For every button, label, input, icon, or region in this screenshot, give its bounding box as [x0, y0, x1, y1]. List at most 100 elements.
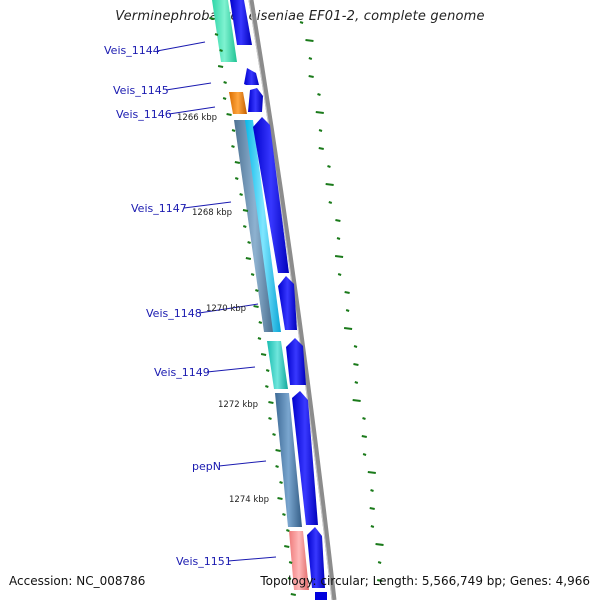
- gc-content-dash: [258, 321, 263, 324]
- gene-veis-1149-feature[interactable]: [267, 341, 288, 389]
- gene-label-veis-1148[interactable]: Veis_1148: [146, 307, 202, 320]
- gc-content-dash: [275, 465, 279, 468]
- gc-content-dash: [275, 449, 281, 452]
- gene-veis-1148-feature[interactable]: [278, 276, 297, 330]
- gc-content-dash: [242, 209, 249, 212]
- gc-content-dash: [282, 513, 286, 516]
- gene-label-veis-1149[interactable]: Veis_1149: [154, 366, 210, 379]
- gene-label-veis-1151[interactable]: Veis_1151: [176, 555, 232, 568]
- gc-skew-dash: [352, 399, 361, 402]
- tick-label-1266: 1266 kbp: [177, 113, 217, 123]
- tick-label-1274: 1274 kbp: [229, 495, 269, 505]
- gc-skew-dash: [362, 417, 366, 420]
- gc-skew-dash: [315, 111, 324, 114]
- gc-skew-dash: [318, 147, 324, 150]
- gene-veis-1144-feature[interactable]: [212, 0, 237, 62]
- gc-skew-dash: [354, 381, 359, 384]
- tick-label-1270: 1270 kbp: [206, 304, 246, 314]
- gc-skew-dash: [377, 579, 383, 582]
- gc-skew-dash: [299, 21, 304, 24]
- gc-content-track: [209, 17, 297, 596]
- gc-content-dash: [268, 401, 274, 404]
- gc-skew-dash: [305, 39, 314, 42]
- gc-content-dash: [277, 497, 283, 500]
- gc-skew-dash: [334, 255, 344, 258]
- gc-content-dash: [250, 273, 255, 276]
- gene-veis-1145b-feature[interactable]: [248, 88, 263, 112]
- gene-label-veis-1145[interactable]: Veis_1145: [113, 84, 169, 97]
- map-title: Verminephrobacter eiseniae EF01-2, compl…: [115, 9, 485, 24]
- gc-content-dash: [231, 129, 236, 132]
- gene-label-veis-1146[interactable]: Veis_1146: [116, 108, 172, 121]
- gc-skew-dash: [308, 75, 314, 78]
- gene-label-veis-1144[interactable]: Veis_1144: [104, 44, 160, 57]
- gene-veis-1147b-feature[interactable]: [245, 120, 281, 332]
- gc-skew-dash: [361, 435, 367, 438]
- gc-skew-dash: [327, 165, 331, 168]
- gene-label-pepn[interactable]: pepN: [192, 460, 221, 473]
- gc-skew-dash: [353, 363, 359, 366]
- gc-skew-dash: [377, 561, 382, 564]
- gc-content-dash: [239, 193, 243, 196]
- gc-content-dash: [214, 33, 219, 36]
- gene-veis-1144-forward-feature[interactable]: [230, 0, 252, 45]
- gc-content-dash: [287, 577, 292, 580]
- gc-content-dash: [288, 561, 293, 564]
- gc-content-dash: [265, 385, 269, 388]
- gc-content-dash: [260, 353, 267, 356]
- gene-veis-1151-feature[interactable]: [289, 531, 309, 590]
- gc-content-dash: [234, 161, 241, 164]
- gc-content-dash: [226, 113, 232, 116]
- gc-content-dash: [284, 545, 290, 548]
- gc-content-dash: [268, 417, 272, 420]
- gc-skew-dash: [317, 93, 321, 96]
- gc-content-dash: [247, 241, 251, 244]
- gc-content-dash: [290, 593, 297, 596]
- gene-pepn-forward-feature[interactable]: [292, 391, 318, 525]
- tick-label-1272: 1272 kbp: [218, 400, 258, 410]
- gc-content-dash: [231, 145, 235, 148]
- gc-content-dash: [286, 529, 290, 532]
- gc-skew-dash: [345, 309, 350, 312]
- gc-content-dash: [265, 369, 270, 372]
- gc-content-dash: [223, 81, 227, 84]
- accession-label: Accession: NC_008786: [9, 574, 146, 588]
- gc-content-dash: [217, 65, 224, 68]
- gc-skew-dash: [343, 327, 353, 330]
- gc-content-dash: [272, 433, 276, 436]
- gene-veis-1147-feature[interactable]: [234, 120, 276, 332]
- gc-content-dash: [257, 337, 262, 340]
- genome-backbone: [248, 0, 337, 600]
- gene-veis-1145-feature[interactable]: [244, 68, 259, 85]
- gc-content-dash: [279, 481, 283, 484]
- gc-skew-dash: [375, 543, 384, 546]
- gc-content-dash: [253, 305, 259, 308]
- gene-label-group: Veis_1144 Veis_1145 Veis_1146 Veis_1147 …: [104, 44, 232, 568]
- gene-veis-1147-forward-feature[interactable]: [253, 117, 289, 273]
- gc-content-dash: [209, 17, 215, 20]
- gc-content-dash: [222, 97, 227, 100]
- gc-skew-track: [299, 21, 384, 582]
- gene-veis-1152-forward-feature[interactable]: [315, 592, 327, 600]
- label-leaders: [156, 41, 277, 562]
- gc-skew-dash: [337, 273, 342, 276]
- gene-veis-1149-forward-feature[interactable]: [286, 338, 306, 385]
- gc-skew-dash: [328, 201, 333, 204]
- gene-veis-1146-feature[interactable]: [229, 92, 247, 114]
- gc-skew-dash: [367, 471, 376, 474]
- gc-content-dash: [242, 225, 247, 228]
- gc-content-dash: [234, 177, 239, 180]
- gc-skew-dash: [318, 129, 323, 132]
- gc-skew-dash: [325, 183, 334, 186]
- gc-skew-dash: [344, 291, 350, 294]
- gc-skew-dash: [336, 237, 341, 240]
- gc-content-dash: [255, 289, 259, 292]
- topology-label: Topology: circular; Length: 5,566,749 bp…: [260, 574, 590, 588]
- gene-label-veis-1147[interactable]: Veis_1147: [131, 202, 187, 215]
- gc-content-dash: [219, 49, 223, 52]
- gc-skew-dash: [335, 219, 341, 222]
- gc-skew-dash: [369, 507, 375, 510]
- gene-veis-1151-forward-feature[interactable]: [307, 527, 325, 588]
- gene-pepn-feature[interactable]: [275, 393, 302, 527]
- gc-skew-dash: [308, 57, 313, 60]
